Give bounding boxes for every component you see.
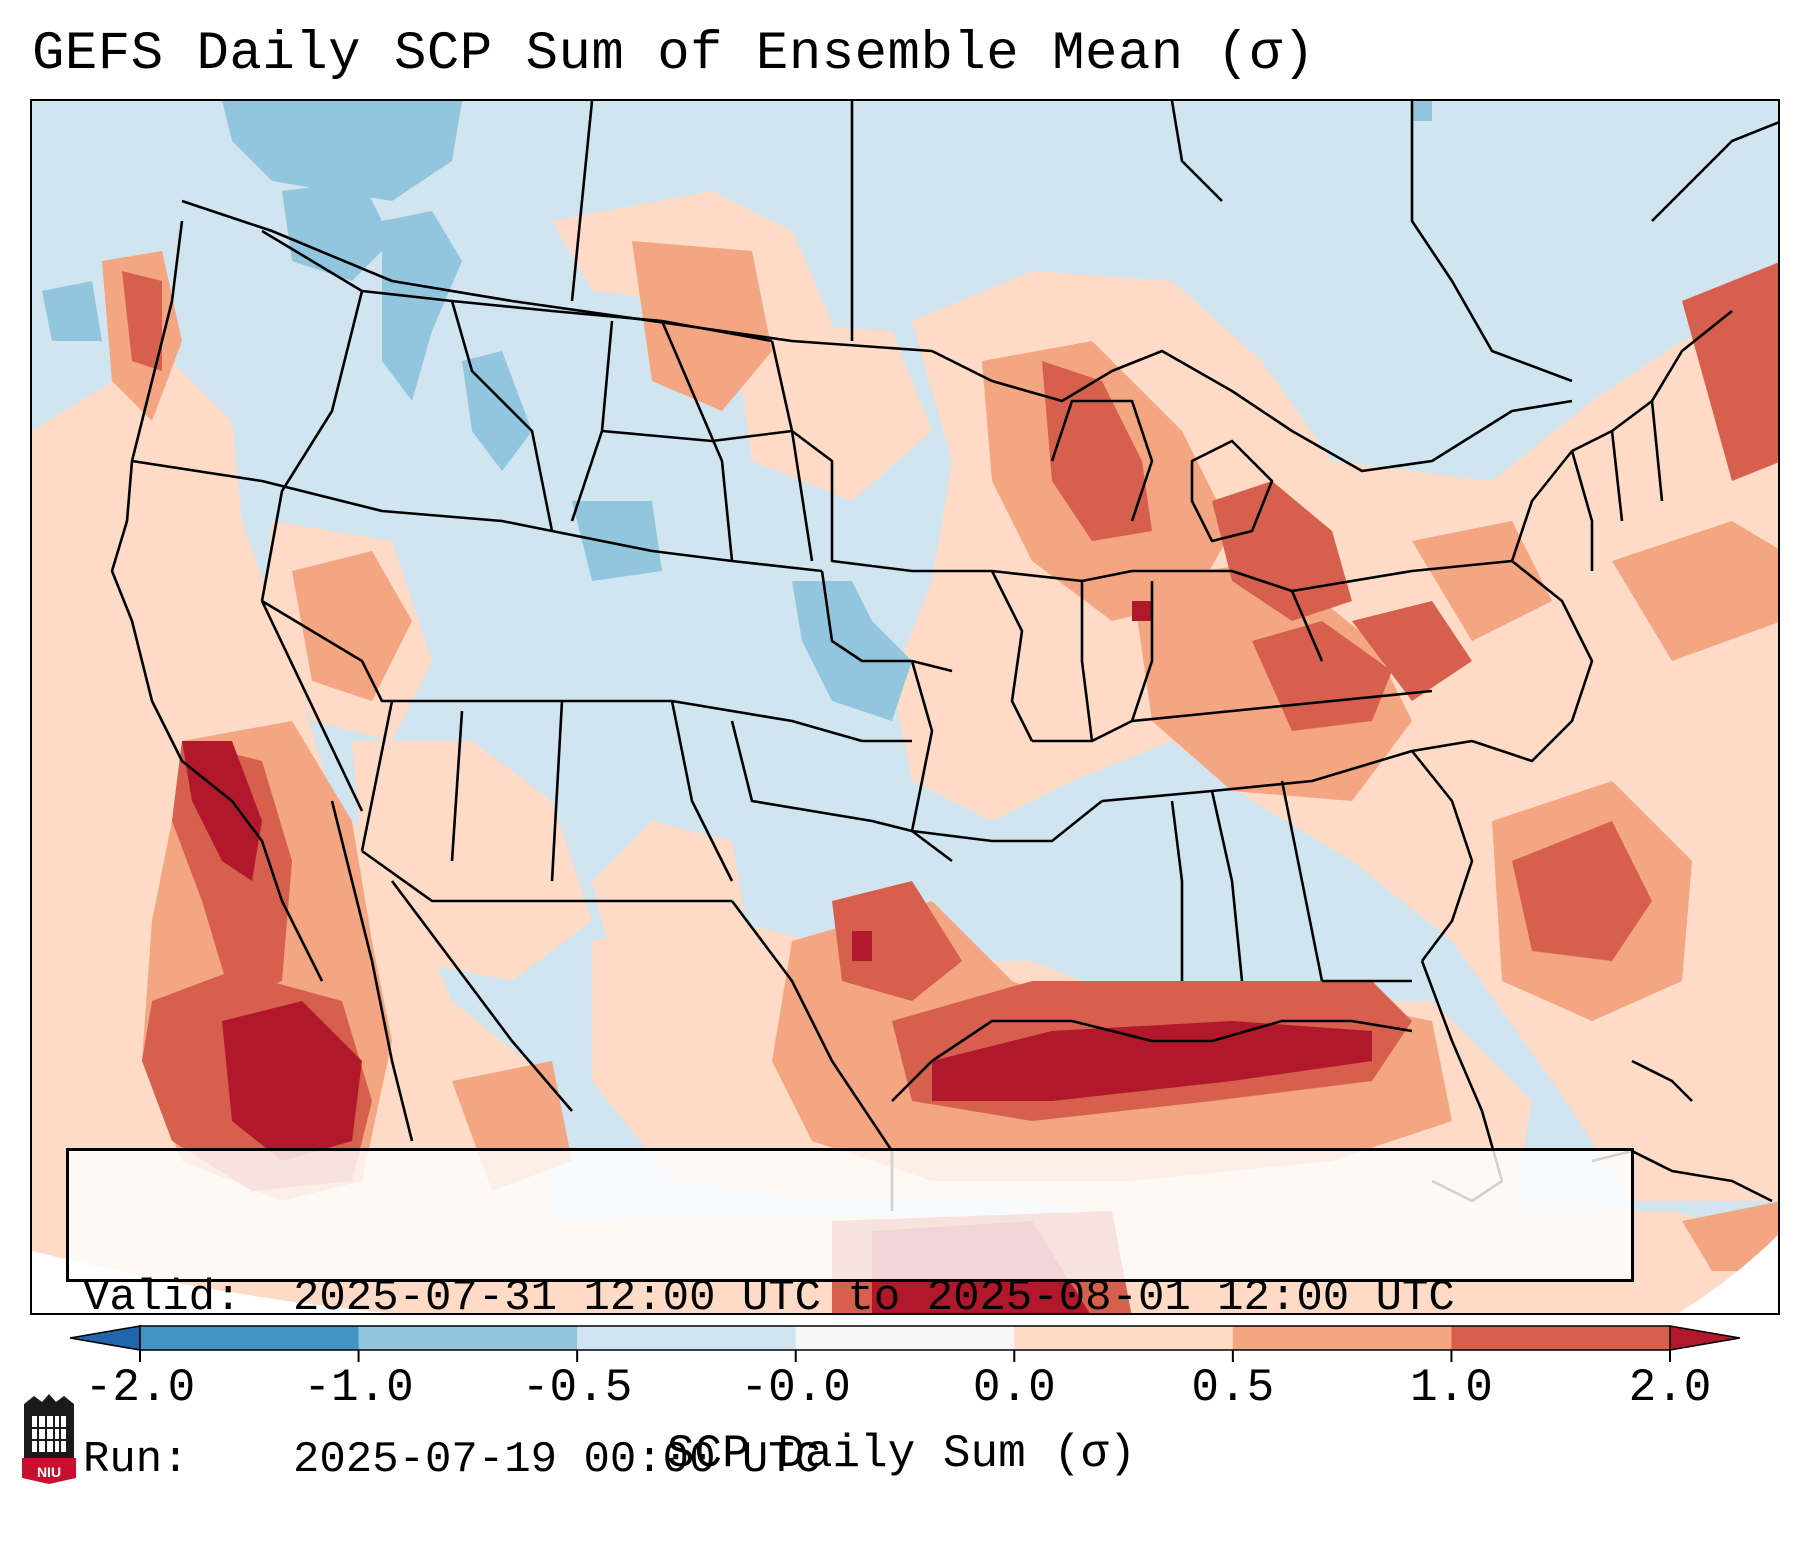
colorbar-tick-label: 0.0	[972, 1362, 1056, 1414]
run-value: 2025-07-19 00:00 UTC	[293, 1435, 822, 1485]
colorbar-tick-label: -2.0	[84, 1362, 196, 1414]
colorbar-tick-label: 2.0	[1628, 1362, 1712, 1414]
chart-title: GEFS Daily SCP Sum of Ensemble Mean (σ)	[32, 24, 1316, 85]
map-panel	[30, 99, 1780, 1315]
colorbar-bin	[1232, 1326, 1452, 1350]
colorbar-svg	[69, 1325, 1741, 1362]
colorbar-bin	[1451, 1326, 1671, 1350]
niu-logo-text: NIU	[36, 1464, 62, 1480]
valid-label: Valid:	[83, 1273, 242, 1323]
borders	[110, 101, 1778, 1211]
colorbar-tick-label: -0.0	[740, 1362, 851, 1414]
colorbar-tick-label: -0.5	[521, 1362, 633, 1414]
colorbar-bin	[577, 1326, 797, 1350]
colorbar-bin	[795, 1326, 1015, 1350]
colorbar-label: SCP Daily Sum (σ)	[666, 1428, 1137, 1480]
colorbar-bin	[1014, 1326, 1234, 1350]
valid-line: Valid: 2025-07-31 12:00 UTC to 2025-08-01…	[83, 1271, 1617, 1325]
valid-run-box: Valid: 2025-07-31 12:00 UTC to 2025-08-01…	[66, 1148, 1634, 1485]
run-label: Run:	[83, 1435, 189, 1485]
projection-edge-right	[1678, 1234, 1778, 1313]
colorbar-tick-label: 0.5	[1191, 1362, 1275, 1414]
colorbar-bin	[358, 1326, 578, 1350]
run-line: Run: 2025-07-19 00:00 UTC	[83, 1433, 1617, 1487]
field-blue	[42, 101, 1432, 721]
colorbar-extend-low	[69, 1325, 141, 1351]
colorbar	[69, 1318, 1741, 1366]
colorbar-outline	[139, 1325, 1671, 1351]
colorbar-tick-label: 1.0	[1410, 1362, 1493, 1414]
projection-edge	[32, 1251, 388, 1313]
niu-shield-icon	[22, 1394, 76, 1484]
niu-logo: NIU	[20, 1392, 78, 1484]
map-canvas	[32, 101, 1778, 1313]
colorbar-bin	[140, 1326, 360, 1350]
colorbar-extend-high	[1669, 1325, 1741, 1351]
colorbar-tick-label: -1.0	[303, 1362, 414, 1414]
valid-value: 2025-07-31 12:00 UTC to 2025-08-01 12:00…	[293, 1273, 1455, 1323]
